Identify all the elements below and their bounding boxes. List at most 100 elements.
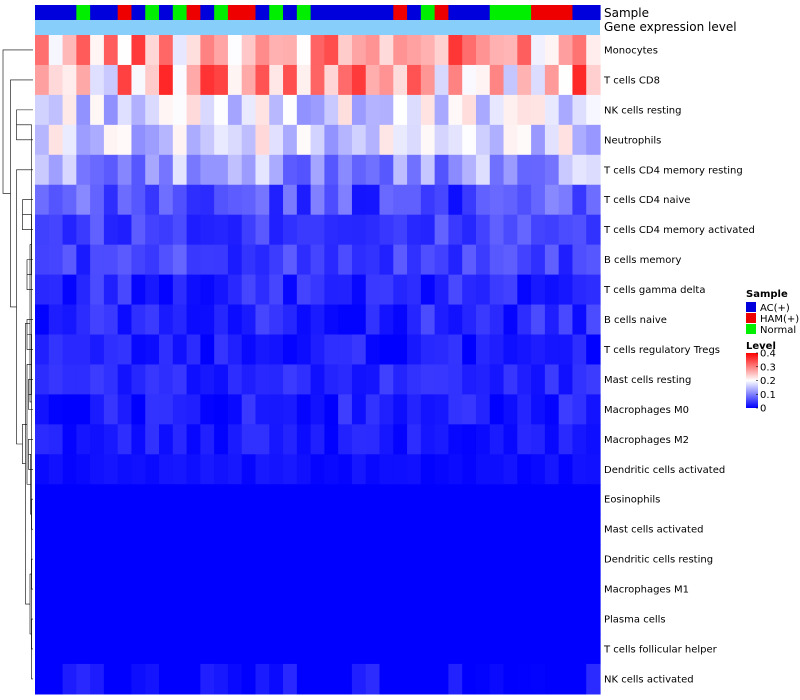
heatmap-cell [76,663,91,695]
heatmap-cell [572,514,587,545]
heatmap-cell [448,64,463,96]
heatmap-cell [503,544,518,575]
heatmap-cell [434,214,450,246]
heatmap-cell [365,364,381,395]
heatmap-cell [517,184,532,216]
sample-cell-normal [145,5,160,20]
heatmap-cell [172,634,188,665]
heatmap-cell [351,244,367,276]
heatmap-cell [131,634,146,665]
heatmap-cell [517,424,532,455]
heatmap-cell [90,514,105,545]
heatmap-cell [186,94,201,126]
row-label: T cells regulatory Tregs [603,345,720,356]
heatmap-cell [544,394,560,425]
heatmap-cell [76,424,91,455]
heatmap-cell [296,394,312,425]
sample-cell-ham [227,5,243,20]
heatmap-cell [241,184,257,216]
heatmap-cell [255,364,270,395]
heatmap-cell [310,544,325,575]
heatmap-cell [131,663,146,695]
heatmap-cell [145,304,160,336]
heatmap-cell [462,394,477,425]
heatmap-cell [145,184,160,216]
heatmap-cell [296,94,312,126]
heatmap-cell [420,124,436,156]
heatmap-cell [393,394,408,425]
heatmap-cell [62,394,77,425]
heatmap-cell [503,64,518,96]
heatmap-cell [227,364,243,395]
level-tick-label: 0.4 [760,349,776,360]
heatmap-cell [544,634,560,665]
dendrogram-branch [10,79,33,308]
heatmap-cell [544,484,560,515]
heatmap-cell [227,274,243,306]
heatmap-cell [117,334,133,366]
heatmap-cell [90,124,105,156]
row-label: T cells follicular helper [603,644,718,655]
heatmap-cell [296,35,312,66]
heatmap-cell [434,454,450,485]
heatmap-cell [351,274,367,306]
heatmap-cell [200,364,215,395]
heatmap-cell [558,574,574,605]
heatmap-cell [255,663,270,695]
heatmap-cell [214,124,229,156]
sample-cell-ac [448,5,463,20]
heatmap-cell [475,514,491,545]
heatmap-cell [255,214,270,246]
heatmap-cell [572,484,587,515]
heatmap-cell [200,484,215,515]
heatmap-cell [172,454,188,485]
heatmap-cell [90,574,105,605]
heatmap-cell [407,484,422,515]
heatmap-cell [131,454,146,485]
sample-cell-ac [338,5,353,20]
heatmap-cell [200,304,215,336]
heatmap-cell [434,244,450,276]
sample-cell-ac [475,5,491,20]
level-tick-label: 0.1 [760,390,776,401]
heatmap-cell [310,274,325,306]
heatmap-cell [200,514,215,545]
heatmap-cell [186,663,201,695]
heatmap-cell [517,394,532,425]
sample-cell-ac [407,5,422,20]
heatmap-cell [159,454,174,485]
heatmap-cell [255,424,270,455]
heatmap-cell [475,35,491,66]
heatmap-cell [35,663,50,695]
heatmap-cell [269,514,284,545]
heatmap-cell [310,484,325,515]
heatmap-cell [434,124,450,156]
heatmap-cell [586,334,601,366]
heatmap-cell [269,424,284,455]
heatmap-cell [531,184,546,216]
heatmap-cell [517,274,532,306]
heatmap-cell [572,454,587,485]
heatmap-cell [503,35,518,66]
heatmap-cell [586,35,601,66]
heatmap-cell [90,304,105,336]
heatmap-cell [131,334,146,366]
heatmap-cell [448,484,463,515]
row-label: T cells CD4 naive [603,195,690,206]
legend-label-ac: AC(+) [760,303,790,314]
heatmap-cell [145,64,160,96]
heatmap-cell [214,304,229,336]
heatmap-cell [283,514,298,545]
heatmap-cell [241,544,257,575]
heatmap-cell [420,364,436,395]
heatmap-cell [420,64,436,96]
heatmap-cell [159,484,174,515]
heatmap-cell [103,334,119,366]
heatmap-cell [462,214,477,246]
heatmap-cell [310,304,325,336]
heatmap-cell [365,424,381,455]
heatmap-cell [186,154,201,186]
heatmap-cell [531,274,546,306]
heatmap-cell [269,304,284,336]
heatmap-cell [200,454,215,485]
